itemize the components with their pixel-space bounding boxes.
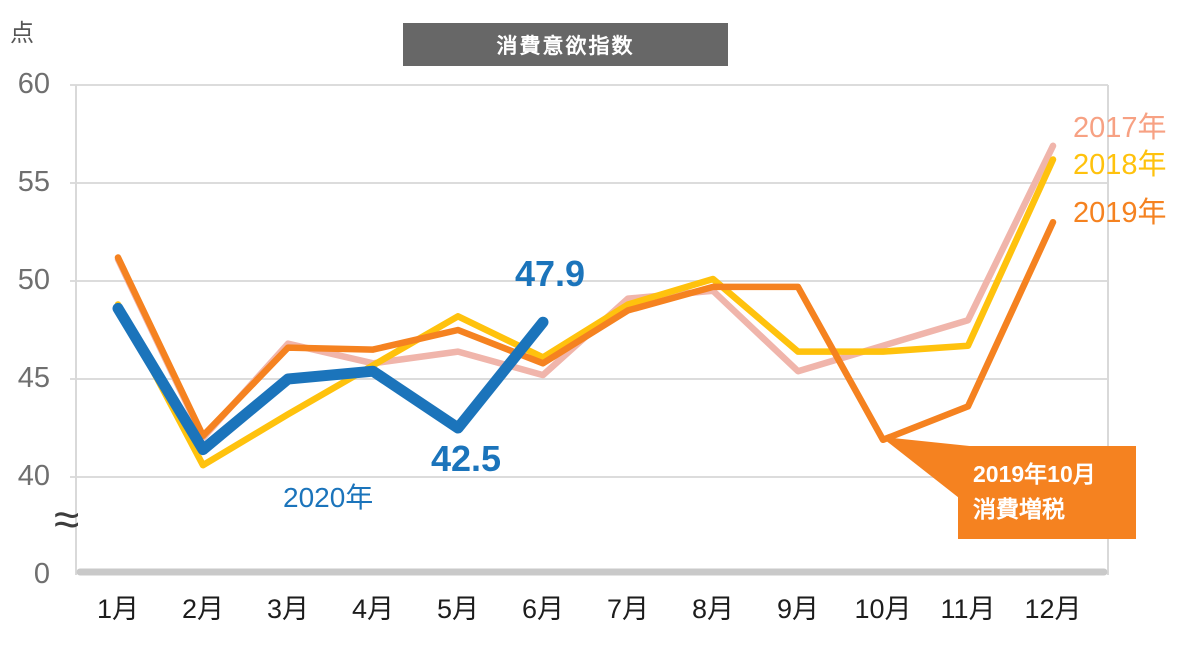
x-tick-1月: 1月 [96,594,140,624]
tax-increase-callout: 2019年10月 消費増税 [958,446,1136,539]
x-tick-9月: 9月 [776,594,820,624]
x-tick-10月: 10月 [854,594,912,624]
x-tick-4月: 4月 [351,594,395,624]
series-line-2018年 [114,156,1057,469]
y-tick-60: 60 [17,68,50,100]
x-tick-8月: 8月 [691,594,735,624]
x-tick-6月: 6月 [521,594,565,624]
callout-line-1: 2019年10月 [973,461,1096,487]
x-tick-7月: 7月 [606,594,650,624]
series-line-2017年 [114,142,1057,442]
series-line-2019年 [114,218,1057,444]
legend-2017年: 2017年 [1073,112,1167,144]
y-tick-45: 45 [17,362,50,394]
y-axis-break-symbol: ≈ [54,493,80,545]
y-tick-40: 40 [17,460,50,492]
legend-2018年: 2018年 [1073,149,1167,181]
x-tick-3月: 3月 [266,594,310,624]
y-tick-50: 50 [17,264,50,296]
annotation-value-may-2020: 42.5 [431,438,502,479]
y-tick-0: 0 [33,558,50,590]
series-label-2020: 2020年 [283,482,374,513]
series-line-2020年 [112,302,549,456]
y-axis-unit-label: 点 [10,20,34,47]
x-tick-11月: 11月 [940,594,996,624]
x-tick-12月: 12月 [1024,594,1082,624]
annotation-value-june-2020: 47.9 [515,253,586,294]
x-tick-2月: 2月 [181,594,225,624]
x-tick-5月: 5月 [436,594,480,624]
chart-title: 消費意欲指数 [496,34,635,58]
chart-title-bar: 消費意欲指数 [403,23,728,66]
callout-line-2: 消費増税 [973,495,1065,522]
legend-2019年: 2019年 [1073,197,1167,229]
y-tick-55: 55 [17,166,50,198]
